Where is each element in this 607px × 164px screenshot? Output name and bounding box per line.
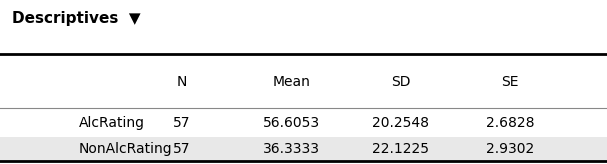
Bar — [0, 109, 607, 137]
Text: 2.6828: 2.6828 — [486, 116, 534, 130]
Text: 2.9302: 2.9302 — [486, 142, 534, 156]
Text: 56.6053: 56.6053 — [263, 116, 320, 130]
Text: Descriptives  ▼: Descriptives ▼ — [12, 11, 141, 26]
Text: NonAlcRating: NonAlcRating — [79, 142, 172, 156]
Text: 57: 57 — [174, 116, 191, 130]
Bar — [0, 137, 607, 161]
Text: SD: SD — [391, 75, 410, 89]
Text: 22.1225: 22.1225 — [372, 142, 429, 156]
Text: SE: SE — [501, 75, 518, 89]
Text: AlcRating: AlcRating — [79, 116, 145, 130]
Text: 20.2548: 20.2548 — [372, 116, 429, 130]
Text: N: N — [177, 75, 188, 89]
Text: 36.3333: 36.3333 — [263, 142, 320, 156]
Text: 57: 57 — [174, 142, 191, 156]
Text: Mean: Mean — [273, 75, 310, 89]
